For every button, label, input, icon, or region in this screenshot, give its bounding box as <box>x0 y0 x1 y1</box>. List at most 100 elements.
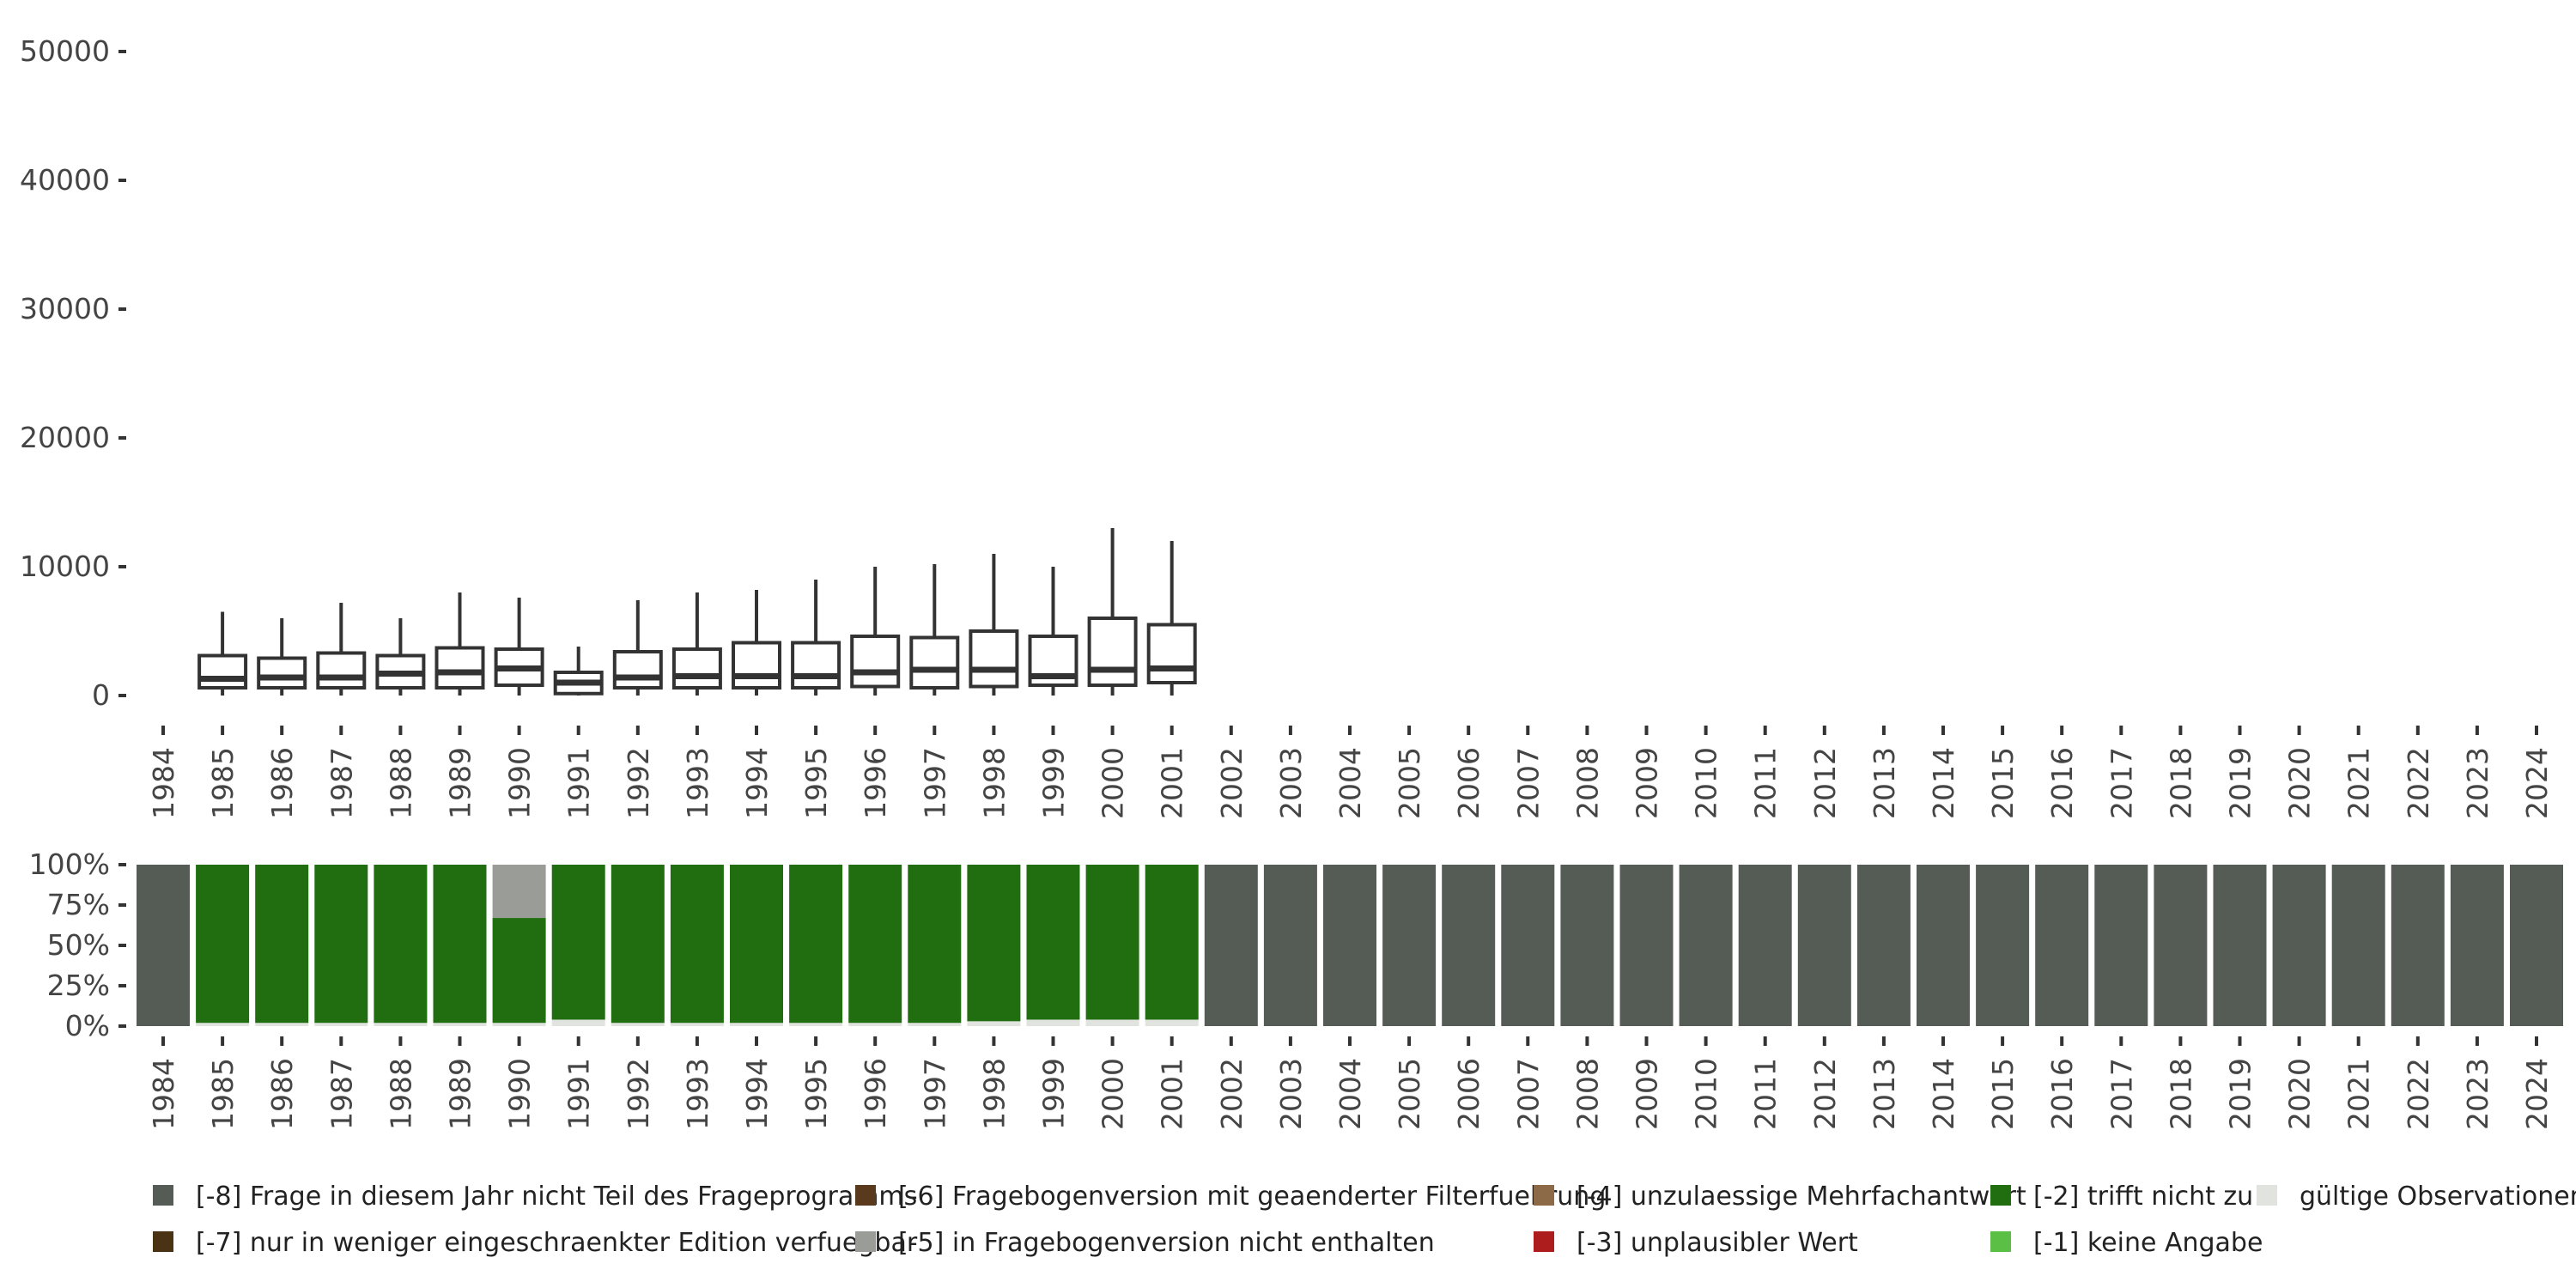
bar-segment-2009 <box>1619 865 1674 1026</box>
bar-segment-2003 <box>1263 865 1317 1026</box>
bar-segment-1991 <box>551 865 605 1020</box>
box-body <box>850 635 901 689</box>
box-1998 <box>969 554 1019 696</box>
boxplot-panel: 0 10000 20000 30000 40000 50000 1984 1985 1986 19… <box>20 34 2554 819</box>
box-body <box>732 641 781 690</box>
x-tick-label: 1992 <box>622 747 655 819</box>
bar-segment-2008 <box>1560 865 1614 1026</box>
x-tick-label: 1998 <box>977 747 1011 819</box>
legend-item: [-4] unzulaessige Mehrfachantwort <box>1534 1182 2026 1212</box>
legend-swatch <box>1990 1231 2011 1252</box>
x-tick-label: 1993 <box>681 1058 714 1130</box>
legend-item: gültige Observationen <box>2257 1182 2576 1212</box>
bar-segment-1997 <box>908 865 962 1024</box>
bar-segment-1992 <box>611 1023 665 1026</box>
x-tick-label: 2020 <box>2283 747 2317 819</box>
y-tick-label: 100% <box>29 848 110 881</box>
x-tick-label: 2021 <box>2342 1058 2376 1130</box>
x-tick-label: 2013 <box>1868 747 1901 819</box>
bar-segment-2000 <box>1085 1019 1139 1026</box>
x-tick-label: 2017 <box>2105 1058 2138 1130</box>
box-1987 <box>316 603 367 696</box>
x-tick-label: 1994 <box>740 747 774 819</box>
x-tick-label: 1985 <box>206 747 240 819</box>
bar-segment-2006 <box>1442 865 1496 1026</box>
x-tick-label: 1992 <box>622 1058 655 1130</box>
x-tick-label: 2014 <box>1927 747 1960 819</box>
x-tick-label: 1996 <box>859 747 892 819</box>
bar-segment-1987 <box>314 865 368 1024</box>
x-tick-label: 1998 <box>977 1058 1011 1130</box>
x-tick-label: 2024 <box>2520 747 2554 819</box>
bar-segment-2024 <box>2510 865 2563 1026</box>
box-body <box>671 647 722 690</box>
y-tick-label: 40000 <box>20 163 110 197</box>
x-tick-label: 2006 <box>1452 747 1485 819</box>
bar-segment-1996 <box>848 1023 902 1026</box>
bar-segment-2001 <box>1145 865 1199 1020</box>
bar-segment-2010 <box>1679 865 1733 1026</box>
legend-label: [-4] unzulaessige Mehrfachantwort <box>1577 1182 2026 1212</box>
bar-segment-1999 <box>1026 1019 1080 1026</box>
box-body <box>1087 617 1138 687</box>
legend-item: [-6] Fragebogenversion mit geaenderter F… <box>855 1182 1606 1212</box>
x-tick-label: 1984 <box>147 1058 180 1130</box>
legend-item: [-3] unplausibler Wert <box>1534 1228 1858 1258</box>
x-tick-label: 2005 <box>1393 747 1426 819</box>
y-tick-label: 10000 <box>20 550 110 583</box>
stacked-bar-panel: 0% 25% 50% 75% 100% 1984 1985 1986 1987 1988 1989 1… <box>29 848 2563 1130</box>
x-tick-label: 2004 <box>1334 747 1367 819</box>
bar-segment-1995 <box>789 1023 843 1026</box>
bar-segment-2021 <box>2331 865 2385 1026</box>
box-1989 <box>434 592 485 696</box>
legend-swatch <box>1990 1185 2011 1206</box>
bar-segment-1988 <box>374 865 428 1024</box>
x-tick-label: 1985 <box>206 1058 240 1130</box>
box-1991 <box>553 647 604 696</box>
bar-segment-2013 <box>1856 865 1911 1026</box>
x-tick-label: 1995 <box>799 1058 833 1130</box>
legend-label: [-5] in Fragebogenversion nicht enthalte… <box>898 1228 1435 1258</box>
bar-segment-1984 <box>137 865 190 1026</box>
box-1985 <box>197 611 248 696</box>
bar-segment-2001 <box>1145 1019 1199 1026</box>
legend-label: [-8] Frage in diesem Jahr nicht Teil des… <box>196 1182 917 1212</box>
box-body <box>257 656 307 690</box>
bar-segment-1987 <box>314 1023 368 1026</box>
x-tick-label: 1991 <box>562 747 596 819</box>
x-tick-label: 2020 <box>2283 1058 2317 1130</box>
bar-segment-1985 <box>196 865 250 1024</box>
x-tick-label: 2001 <box>1156 1058 1189 1130</box>
x-tick-label: 2018 <box>2164 1058 2197 1130</box>
box-body <box>612 650 663 690</box>
x-tick-label: 2011 <box>1749 1058 1783 1130</box>
box-1986 <box>257 618 307 696</box>
x-tick-label: 2005 <box>1393 1058 1426 1130</box>
x-tick-label: 2010 <box>1690 747 1723 819</box>
bar-segment-2022 <box>2391 865 2445 1026</box>
x-tick-label: 1990 <box>503 747 537 819</box>
bar-segment-1992 <box>611 865 665 1024</box>
y-tick-label: 20000 <box>20 421 110 454</box>
x-tick-label: 1988 <box>384 1058 417 1130</box>
x-tick-label: 1997 <box>918 1058 951 1130</box>
bar-segment-2017 <box>2094 865 2148 1026</box>
legend-swatch <box>2257 1185 2277 1206</box>
x-tick-label: 1988 <box>384 747 417 819</box>
x-tick-label: 2004 <box>1334 1058 1367 1130</box>
box-1996 <box>850 567 901 696</box>
box-body <box>197 653 248 690</box>
x-tick-label: 2009 <box>1631 1058 1664 1130</box>
x-tick-label: 2002 <box>1215 747 1249 819</box>
x-tick-label: 1994 <box>740 1058 774 1130</box>
x-tick-label: 2014 <box>1927 1058 1960 1130</box>
x-tick-label: 2019 <box>2224 747 2257 819</box>
x-tick-label: 2011 <box>1749 747 1783 819</box>
bar-segment-2019 <box>2213 865 2267 1026</box>
x-tick-label: 2012 <box>1808 747 1842 819</box>
x-tick-label: 1991 <box>562 1058 596 1130</box>
x-tick-label: 2022 <box>2402 1058 2435 1130</box>
bar-segment-2015 <box>1976 865 2030 1026</box>
bar-segment-1990 <box>492 918 546 1024</box>
